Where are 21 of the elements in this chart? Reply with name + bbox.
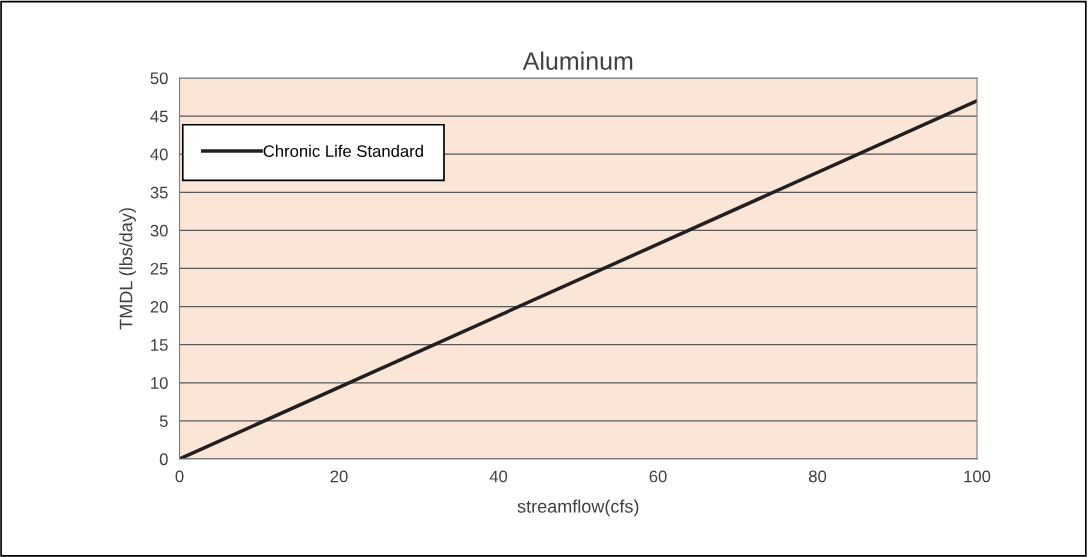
y-tick-label: 5 [159, 415, 168, 428]
y-tick-label: 25 [150, 262, 168, 275]
x-tick-label: 20 [330, 470, 348, 483]
y-tick-label: 20 [150, 300, 168, 313]
y-tick-label: 0 [159, 453, 168, 466]
x-tick-label: 60 [649, 470, 667, 483]
x-tick-label: 100 [964, 470, 991, 483]
y-tick-label: 40 [150, 148, 168, 161]
x-tick-label: 80 [808, 470, 827, 483]
x-axis-title: streamflow(cfs) [517, 499, 639, 517]
y-axis-title: TMDL (lbs/day) [119, 208, 136, 330]
legend-label: Chronic Life Standard [263, 144, 423, 158]
y-tick-label: 15 [151, 339, 168, 351]
y-tick-label: 50 [150, 72, 168, 85]
x-tick-label: 0 [175, 470, 184, 483]
y-tick-label: 30 [150, 224, 168, 237]
y-tick-label: 45 [150, 110, 168, 123]
chart-title: Aluminum [522, 51, 633, 70]
y-tick-label: 10 [151, 377, 168, 389]
x-tick-label: 40 [489, 470, 508, 483]
y-tick-label: 35 [150, 186, 168, 199]
